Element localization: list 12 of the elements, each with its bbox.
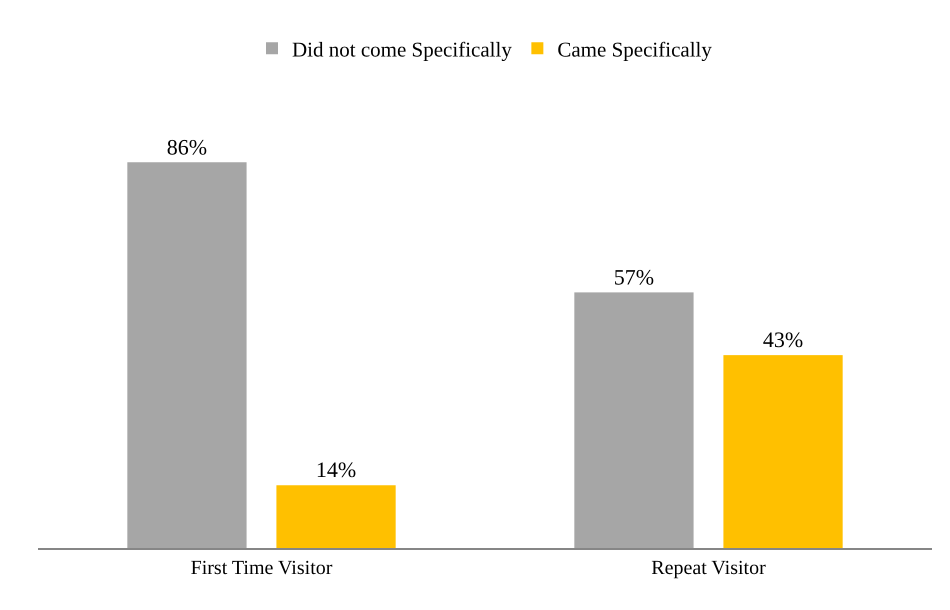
bar bbox=[574, 292, 694, 548]
bar bbox=[127, 162, 247, 548]
data-label: 14% bbox=[316, 457, 356, 482]
legend-label: Came Specifically bbox=[557, 37, 712, 62]
data-label: 86% bbox=[166, 134, 208, 160]
legend-label: Did not come Specifically bbox=[292, 37, 512, 62]
data-label: 57% bbox=[614, 264, 654, 290]
bar bbox=[276, 485, 396, 548]
data-label: 43% bbox=[762, 327, 804, 352]
bar bbox=[723, 355, 843, 548]
x-tick-label: First Time Visitor bbox=[190, 556, 333, 579]
x-tick-label: Repeat Visitor bbox=[651, 556, 766, 579]
